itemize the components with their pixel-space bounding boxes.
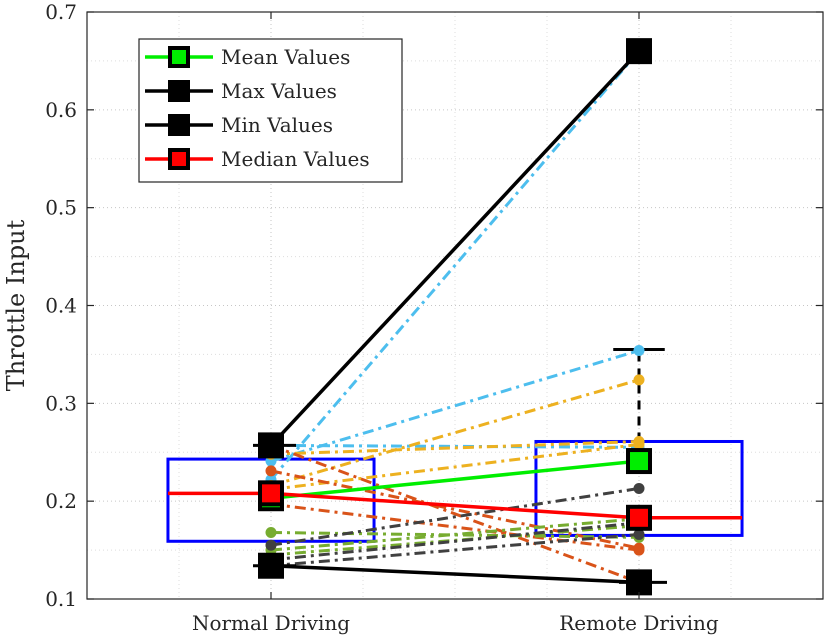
legend-marker bbox=[168, 80, 190, 102]
min-line bbox=[270, 563, 640, 585]
min-marker bbox=[626, 569, 652, 596]
max-marker bbox=[626, 38, 652, 65]
participant-point bbox=[633, 438, 645, 450]
legend-label: Min Values bbox=[221, 113, 333, 137]
legend-marker-fill bbox=[172, 152, 186, 166]
participant-line bbox=[270, 439, 640, 456]
mean-marker-fill bbox=[630, 452, 648, 471]
participant-point bbox=[265, 526, 277, 538]
y-tick-label: 0.1 bbox=[45, 587, 77, 611]
y-tick-label: 0.4 bbox=[45, 294, 77, 318]
legend-marker-fill bbox=[172, 50, 186, 64]
legend-label: Median Values bbox=[221, 147, 370, 171]
y-tick-label: 0.7 bbox=[45, 0, 77, 24]
participant-line bbox=[270, 378, 640, 487]
y-tick-label: 0.6 bbox=[45, 98, 77, 122]
participant-point bbox=[633, 374, 645, 386]
max-marker bbox=[258, 432, 284, 459]
participant-line bbox=[270, 502, 640, 552]
max-line bbox=[269, 49, 641, 447]
median-marker-fill bbox=[630, 508, 648, 527]
participant-point bbox=[633, 544, 645, 556]
participant-point bbox=[633, 345, 645, 357]
y-tick-label: 0.3 bbox=[45, 391, 77, 415]
legend-label: Max Values bbox=[221, 79, 337, 103]
participant-line bbox=[270, 486, 640, 547]
y-axis-label: Throttle Input bbox=[2, 219, 30, 391]
participant-line bbox=[270, 521, 640, 562]
summary-series bbox=[167, 38, 743, 596]
participant-line bbox=[270, 349, 640, 463]
participant-line bbox=[270, 517, 640, 552]
median-line bbox=[270, 491, 640, 520]
x-tick-label: Normal Driving bbox=[192, 611, 350, 635]
mean-line bbox=[270, 459, 640, 500]
legend: Mean Values Max Values Min Values Median Va… bbox=[138, 38, 403, 183]
x-tick-label: Remote Driving bbox=[559, 611, 719, 635]
participant-point bbox=[633, 528, 645, 540]
median-marker-fill bbox=[262, 484, 280, 503]
y-tick-label: 0.2 bbox=[45, 489, 77, 513]
min-marker bbox=[258, 552, 284, 579]
participant-line bbox=[270, 442, 640, 491]
participant-point bbox=[265, 465, 277, 477]
legend-label: Mean Values bbox=[221, 45, 350, 69]
participant-line bbox=[270, 443, 640, 584]
participant-point bbox=[265, 539, 277, 551]
participant-line bbox=[270, 532, 640, 568]
axis-ticks: 0.1 0.2 0.3 0.4 0.5 0.6 0.7 Normal Driving Remot… bbox=[45, 0, 823, 635]
y-tick-label: 0.5 bbox=[45, 196, 77, 220]
participant-line bbox=[269, 50, 641, 481]
participant-point bbox=[633, 482, 645, 494]
legend-marker bbox=[168, 114, 190, 136]
